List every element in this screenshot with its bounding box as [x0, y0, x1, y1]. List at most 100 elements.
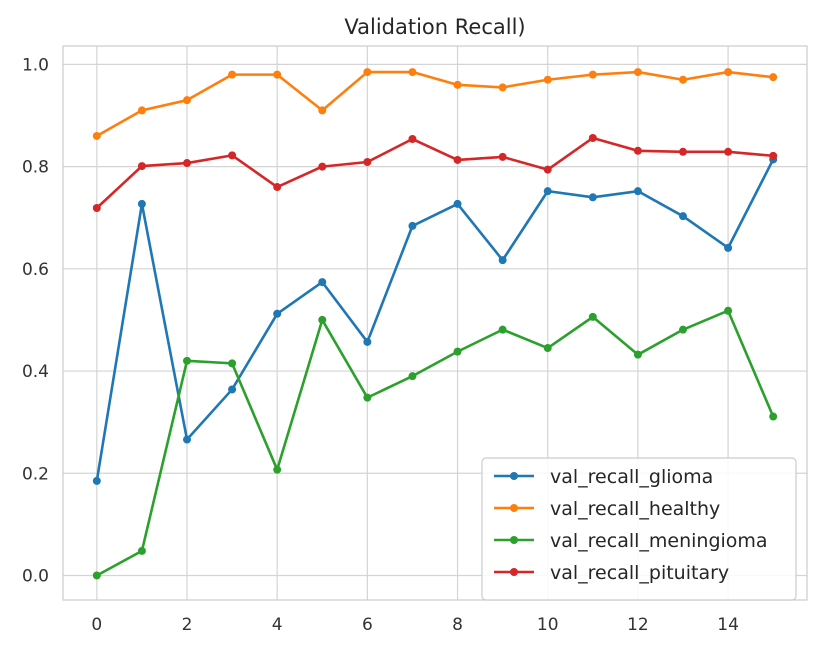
data-point	[588, 70, 597, 79]
data-point	[92, 571, 101, 580]
x-tick-label: 8	[452, 615, 463, 635]
data-point	[183, 356, 191, 365]
data-point	[543, 75, 552, 84]
series-line	[95, 70, 775, 138]
data-point	[724, 306, 733, 315]
data-point	[453, 80, 462, 89]
axis-tick-labels: 0 2 4 6 8 10 12 14 0.0 0.2 0.4 0.6 0.8 1.0	[22, 55, 739, 635]
data-point	[92, 131, 101, 140]
data-point	[228, 151, 237, 160]
data-point	[588, 193, 597, 202]
data-point	[633, 146, 642, 155]
data-point	[498, 325, 507, 334]
legend-marker	[510, 504, 518, 512]
data-point	[679, 212, 687, 221]
data-point	[363, 158, 372, 167]
data-point	[588, 133, 597, 142]
series-line	[95, 309, 775, 577]
data-point	[318, 315, 327, 324]
data-point	[769, 151, 778, 160]
y-tick-label: 0.0	[22, 566, 49, 586]
data-point	[318, 278, 327, 287]
data-point	[183, 435, 191, 444]
x-tick-label: 0	[91, 615, 102, 635]
data-point	[137, 106, 146, 115]
series-line	[95, 158, 775, 483]
y-tick-label: 0.4	[22, 362, 49, 382]
legend-marker	[510, 568, 518, 576]
y-tick-label: 0.8	[22, 158, 49, 178]
data-point	[137, 162, 146, 171]
data-point	[183, 96, 191, 105]
series-val_recall_meningioma	[92, 306, 778, 580]
data-point	[363, 68, 372, 77]
data-point	[183, 159, 191, 168]
y-tick-label: 1.0	[22, 55, 49, 75]
data-point	[453, 199, 462, 208]
data-point	[633, 350, 642, 359]
data-point	[408, 372, 417, 381]
series-line	[95, 136, 775, 210]
data-point	[318, 162, 327, 171]
data-point	[228, 70, 237, 79]
legend-item: val_recall_meningioma	[494, 530, 768, 552]
data-point	[92, 204, 101, 213]
data-point	[543, 165, 552, 174]
x-tick-label: 14	[717, 615, 739, 635]
legend: val_recall_glioma val_recall_healthy val_r…	[481, 457, 797, 601]
legend-item: val_recall_glioma	[494, 466, 713, 488]
data-point	[408, 135, 417, 144]
data-point	[724, 147, 733, 156]
legend-item: val_recall_healthy	[494, 498, 720, 520]
data-point	[769, 412, 778, 421]
data-point	[679, 147, 687, 156]
legend-marker	[510, 536, 518, 544]
legend-label: val_recall_healthy	[550, 498, 720, 520]
data-point	[273, 309, 282, 318]
data-point	[724, 243, 733, 252]
data-point	[679, 75, 687, 84]
data-point	[318, 106, 327, 115]
x-tick-label: 2	[182, 615, 193, 635]
x-tick-label: 10	[537, 615, 559, 635]
data-point	[679, 325, 687, 334]
data-point	[137, 199, 146, 208]
data-point	[408, 68, 417, 77]
legend-item: val_recall_pituitary	[494, 562, 729, 584]
data-point	[633, 68, 642, 77]
data-point	[92, 476, 101, 485]
x-tick-label: 4	[272, 615, 283, 635]
data-point	[543, 187, 552, 196]
legend-marker	[510, 472, 518, 480]
data-point	[453, 347, 462, 356]
data-point	[363, 337, 372, 346]
data-point	[633, 187, 642, 196]
chart-title: Validation Recall)	[344, 15, 525, 39]
data-point	[228, 385, 237, 394]
data-point	[137, 546, 146, 555]
x-tick-label: 6	[362, 615, 373, 635]
plot-frame	[62, 45, 808, 601]
series-val_recall_pituitary	[92, 133, 778, 213]
data-point	[543, 344, 552, 353]
series-val_recall_healthy	[92, 68, 778, 140]
data-point	[498, 256, 507, 265]
series-layer	[92, 68, 778, 580]
legend-box	[481, 457, 797, 601]
data-point	[273, 465, 282, 474]
data-point	[228, 359, 237, 368]
data-point	[588, 312, 597, 321]
data-point	[273, 183, 282, 192]
data-point	[408, 221, 417, 230]
data-point	[724, 68, 733, 77]
y-tick-label: 0.2	[22, 464, 49, 484]
x-tick-label: 12	[627, 615, 649, 635]
data-point	[453, 155, 462, 164]
data-point	[363, 393, 372, 402]
data-point	[498, 152, 507, 161]
data-point	[273, 70, 282, 79]
series-val_recall_glioma	[92, 155, 778, 485]
data-point	[769, 73, 778, 82]
legend-label: val_recall_glioma	[550, 466, 713, 488]
